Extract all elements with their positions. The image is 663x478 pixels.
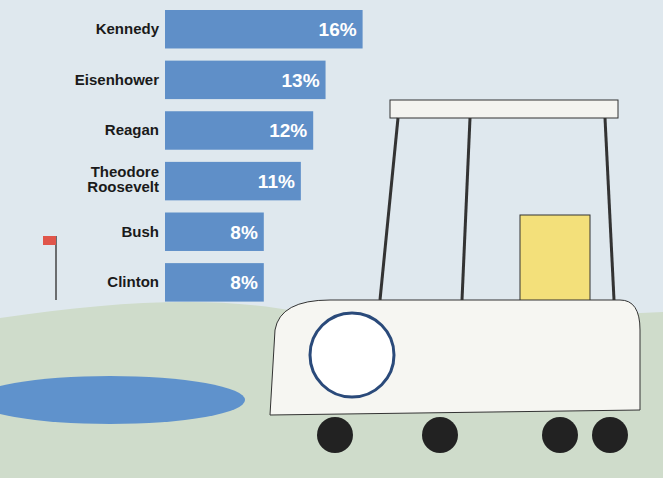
category-label: Eisenhower [75,71,159,88]
illustration [0,0,663,478]
cart-roof [390,100,618,118]
cart-body [270,300,640,415]
category-label: TheodoreRoosevelt [87,163,159,196]
bar [165,10,363,48]
tick: Bush [122,223,166,240]
bar [165,61,326,99]
bar [165,162,301,200]
data-label: 11% [258,171,295,192]
bar [165,111,313,149]
category-label: Bush [122,223,160,240]
bar [165,213,264,251]
tick: Eisenhower [75,71,165,88]
wheel [317,417,353,453]
cart-post [380,118,398,300]
tick: Kennedy [96,20,165,37]
wheel [422,417,458,453]
bars [165,10,363,302]
cart-post [462,118,470,300]
data-label: 16% [319,19,357,40]
category-axis: Kennedy Eisenhower Reagan TheodoreRoosevelt… [75,20,165,290]
pond [0,376,245,424]
tick: Clinton [107,273,165,290]
wheel [542,417,578,453]
category-label: Reagan [105,121,159,138]
seal [310,313,394,397]
category-label: Kennedy [96,20,160,37]
tick: TheodoreRoosevelt [87,163,165,196]
data-labels: 16% 13% 12% 11% 8% 8% [230,19,356,293]
bar [165,263,264,301]
category-label: Clinton [107,273,159,290]
data-label: 8% [230,272,258,293]
flag [43,236,56,245]
flag-pole [55,236,57,300]
data-label: 8% [230,222,258,243]
data-label: 12% [269,120,307,141]
wheel [592,417,628,453]
chart: Kennedy Eisenhower Reagan TheodoreRoosevelt… [0,0,663,478]
tick: Reagan [105,121,165,138]
cart-post [605,118,615,320]
golf-cart [270,100,640,453]
data-label: 13% [282,70,320,91]
